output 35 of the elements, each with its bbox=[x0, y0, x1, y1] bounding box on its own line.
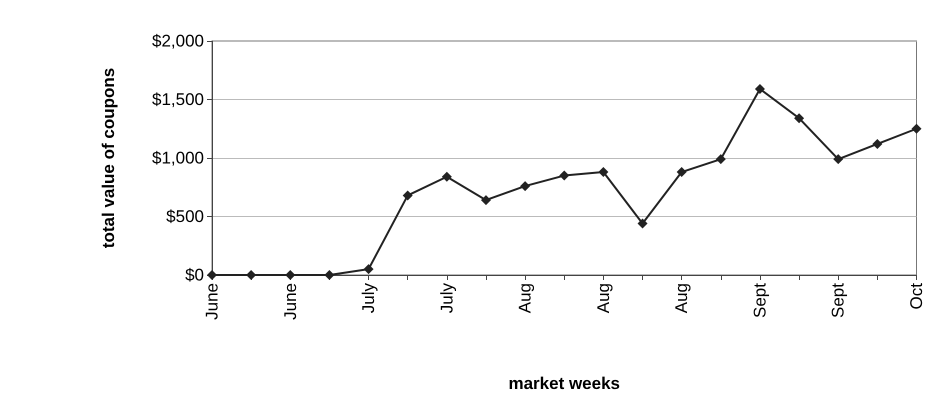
point bbox=[598, 167, 608, 178]
point bbox=[912, 124, 922, 134]
point bbox=[246, 270, 256, 280]
x-tick-label: July bbox=[359, 282, 378, 314]
point bbox=[872, 138, 882, 149]
point bbox=[402, 190, 413, 200]
point bbox=[364, 264, 374, 274]
y-tick-label: $500 bbox=[166, 207, 204, 226]
x-tick-label: Aug bbox=[516, 283, 535, 314]
y-tick-label: $2,000 bbox=[152, 32, 204, 50]
x-tick-label: Oct bbox=[907, 282, 925, 310]
point bbox=[285, 270, 296, 280]
y-tick-label: $0 bbox=[185, 266, 204, 284]
x-tick-label: Aug bbox=[672, 283, 692, 314]
x-tick-label: June bbox=[280, 283, 300, 320]
point bbox=[480, 195, 491, 206]
point bbox=[833, 154, 844, 164]
point bbox=[442, 172, 452, 182]
point bbox=[559, 170, 570, 181]
x-tick-label: Sept bbox=[828, 282, 848, 318]
point bbox=[676, 167, 687, 178]
point bbox=[638, 218, 648, 229]
point bbox=[324, 270, 334, 280]
point bbox=[794, 113, 804, 124]
y-tick-label: $1,000 bbox=[152, 148, 204, 168]
point bbox=[754, 84, 765, 94]
x-tick-label: Sept bbox=[750, 282, 770, 318]
x-tick-label: July bbox=[437, 282, 456, 314]
point bbox=[716, 154, 726, 164]
point bbox=[520, 181, 530, 192]
x-tick-label: Aug bbox=[594, 283, 613, 314]
y-axis-title: total value of coupons bbox=[99, 68, 118, 248]
x-tick-label: June bbox=[202, 283, 222, 320]
y-tick-label: $1,500 bbox=[152, 90, 204, 109]
x-axis-title: market weeks bbox=[508, 374, 620, 393]
